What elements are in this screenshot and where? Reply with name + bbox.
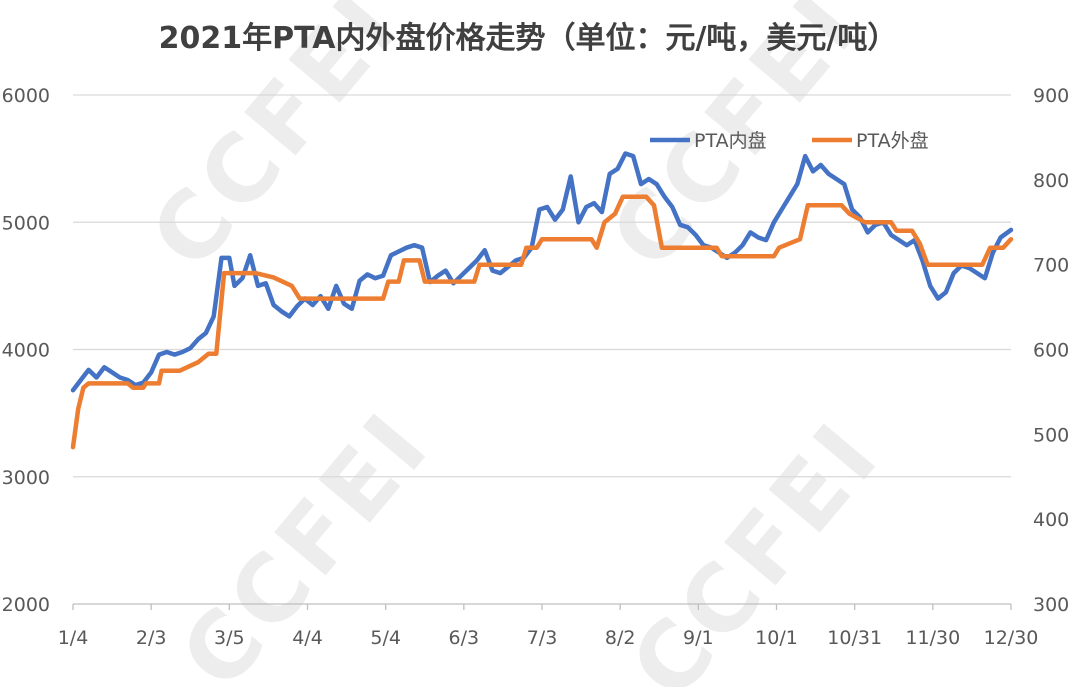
legend-label: PTA内盘 (694, 130, 767, 152)
legend: PTA内盘 PTA外盘 (650, 130, 929, 152)
y-tick-label: 2000 (2, 594, 50, 616)
y-tick-label: 3000 (2, 467, 50, 489)
x-tick-label: 9/1 (683, 627, 714, 649)
series-line-pta-foreign (70, 194, 1014, 450)
y-tick-label: 4000 (2, 340, 50, 362)
x-tick-label: 10/31 (827, 627, 882, 649)
y2-tick-label: 500 (1033, 424, 1069, 446)
y2-tick-label: 700 (1033, 255, 1069, 277)
y2-tick-label: 800 (1033, 170, 1069, 192)
axis-layer: 6000 5000 4000 3000 2000 900 800 700 600 500 400 30… (2, 85, 1070, 649)
x-tick-label: 6/3 (449, 627, 480, 649)
x-tick-label: 8/2 (605, 627, 636, 649)
x-tick-label: 2/3 (136, 627, 167, 649)
x-tick-label: 11/30 (905, 627, 960, 649)
series-line-pta-domestic (70, 151, 1014, 393)
y2-tick-label: 400 (1033, 509, 1069, 531)
x-tick-label: 5/4 (370, 627, 401, 649)
chart-title: 2021年PTA内外盘价格走势（单位：元/吨，美元/吨） (159, 21, 898, 56)
x-tick-label: 12/30 (984, 627, 1039, 649)
y-tick-label: 5000 (2, 212, 50, 234)
y-tick-label: 6000 (2, 85, 50, 107)
x-tick-label: 1/4 (58, 627, 89, 649)
y2-tick-label: 600 (1033, 340, 1069, 362)
x-tick-label: 4/4 (292, 627, 323, 649)
x-tick-label: 7/3 (527, 627, 558, 649)
legend-label: PTA外盘 (856, 130, 929, 152)
series-layer (70, 151, 1014, 450)
y2-tick-label: 300 (1033, 594, 1069, 616)
x-tick-label: 3/5 (214, 627, 245, 649)
x-tick-label: 10/1 (755, 627, 798, 649)
y2-tick-label: 900 (1033, 85, 1069, 107)
